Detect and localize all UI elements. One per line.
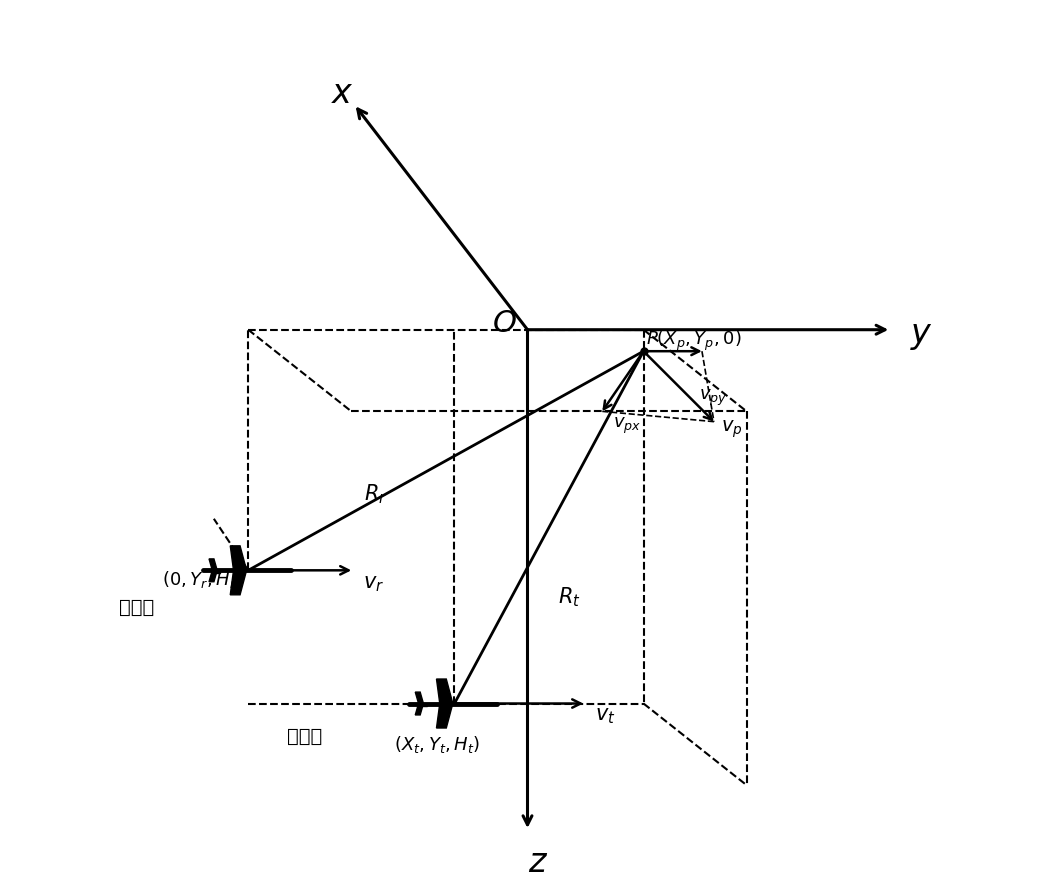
Text: $(0, Y_r, H_r)$: $(0, Y_r, H_r)$ [162, 569, 243, 590]
Text: $O$: $O$ [493, 309, 517, 338]
Polygon shape [437, 680, 453, 728]
Text: $v_p$: $v_p$ [721, 418, 743, 439]
Text: $x$: $x$ [331, 77, 354, 110]
Text: $z$: $z$ [528, 845, 548, 878]
Text: $v_{py}$: $v_{py}$ [699, 388, 728, 408]
Text: $R_r$: $R_r$ [364, 482, 387, 505]
Text: $R_t$: $R_t$ [558, 585, 580, 608]
Text: $P(X_p, Y_p, 0)$: $P(X_p, Y_p, 0)$ [646, 329, 742, 353]
Text: $v_{px}$: $v_{px}$ [613, 415, 641, 435]
Text: $v_r$: $v_r$ [363, 573, 384, 594]
Polygon shape [209, 559, 217, 582]
Text: $v_t$: $v_t$ [595, 705, 615, 725]
Text: $y$: $y$ [909, 318, 933, 351]
Polygon shape [212, 571, 220, 573]
Text: 发射机: 发射机 [287, 726, 322, 745]
Polygon shape [419, 703, 426, 706]
Polygon shape [416, 692, 423, 715]
Text: $(X_t, Y_t, H_t)$: $(X_t, Y_t, H_t)$ [395, 734, 480, 755]
Polygon shape [230, 546, 247, 595]
Text: 接收机: 接收机 [119, 597, 155, 617]
